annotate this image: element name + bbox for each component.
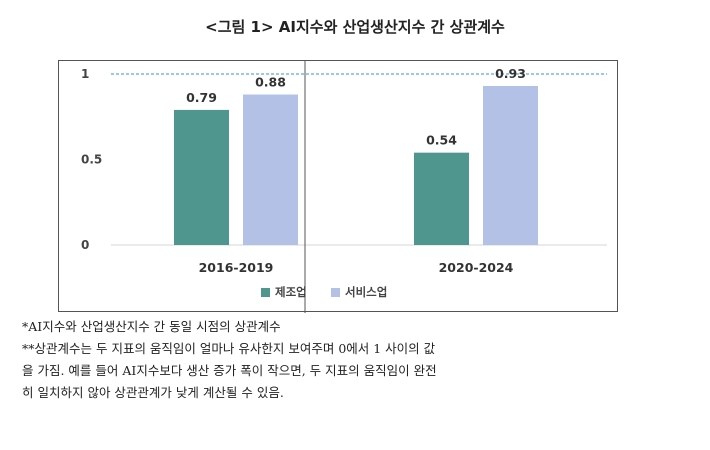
data-label: 0.88 bbox=[255, 75, 286, 90]
bar bbox=[243, 94, 298, 245]
chart-frame: 0 0.5 1 0.79 0.88 2016-2019 0.54 0.93 2020-2024 제… bbox=[58, 60, 618, 313]
legend-label: 서비스업 bbox=[345, 285, 387, 299]
footnote-1: *AI지수와 산업생산지수 간 동일 시점의 상관계수 bbox=[22, 319, 281, 334]
x-tick-label: 2016-2019 bbox=[199, 260, 274, 275]
legend-swatch bbox=[261, 288, 270, 297]
figure-title: <그림 1> AI지수와 산업생산지수 간 상관계수 bbox=[205, 18, 505, 36]
footnote-2-line-3: 히 일치하지 않아 상관관계가 낮게 계산될 수 있음. bbox=[22, 385, 284, 400]
data-label: 0.54 bbox=[426, 133, 457, 148]
data-label: 0.79 bbox=[186, 90, 217, 105]
y-tick-label: 0.5 bbox=[81, 153, 102, 167]
bar bbox=[414, 152, 469, 245]
legend-swatch bbox=[331, 288, 340, 297]
data-label: 0.93 bbox=[495, 66, 526, 81]
bar-chart: 0 0.5 1 0.79 0.88 2016-2019 0.54 0.93 2020-2024 제… bbox=[81, 61, 607, 313]
bar bbox=[483, 85, 538, 245]
bar bbox=[174, 109, 229, 245]
footnote-2-line-1: **상관계수는 두 지표의 움직임이 얼마나 유사한지 보여주며 0에서 1 사… bbox=[22, 341, 436, 356]
y-tick-label: 1 bbox=[81, 67, 89, 81]
x-tick-label: 2020-2024 bbox=[439, 260, 514, 275]
legend-label: 제조업 bbox=[275, 285, 307, 299]
y-tick-label: 0 bbox=[81, 238, 89, 252]
footnote-2-line-2: 을 가짐. 예를 들어 AI지수보다 생산 증가 폭이 작으면, 두 지표의 움… bbox=[22, 363, 437, 378]
